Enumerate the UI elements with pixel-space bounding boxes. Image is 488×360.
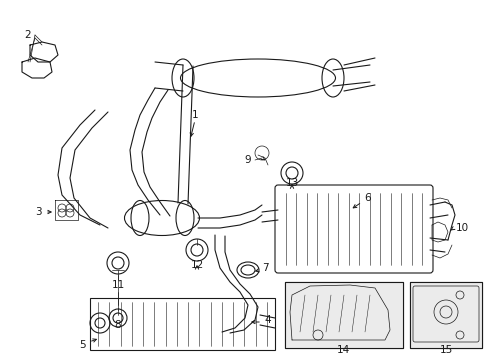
Text: 4: 4 — [264, 315, 271, 325]
Text: 10: 10 — [454, 223, 468, 233]
Text: 9: 9 — [244, 155, 251, 165]
Bar — [90, 298, 274, 350]
Bar — [409, 282, 481, 348]
Text: 11: 11 — [111, 280, 124, 290]
Bar — [409, 282, 481, 348]
Text: 15: 15 — [439, 345, 452, 355]
Text: 5: 5 — [79, 340, 85, 350]
Bar — [285, 282, 402, 348]
Text: 2: 2 — [24, 30, 31, 40]
Text: 1: 1 — [191, 110, 198, 120]
Bar — [285, 282, 402, 348]
Text: 6: 6 — [364, 193, 370, 203]
Text: 13: 13 — [285, 178, 298, 188]
Text: 14: 14 — [336, 345, 349, 355]
Text: 8: 8 — [115, 320, 121, 330]
Text: 7: 7 — [261, 263, 268, 273]
Text: 3: 3 — [35, 207, 41, 217]
Text: 12: 12 — [190, 260, 203, 270]
FancyBboxPatch shape — [274, 185, 432, 273]
